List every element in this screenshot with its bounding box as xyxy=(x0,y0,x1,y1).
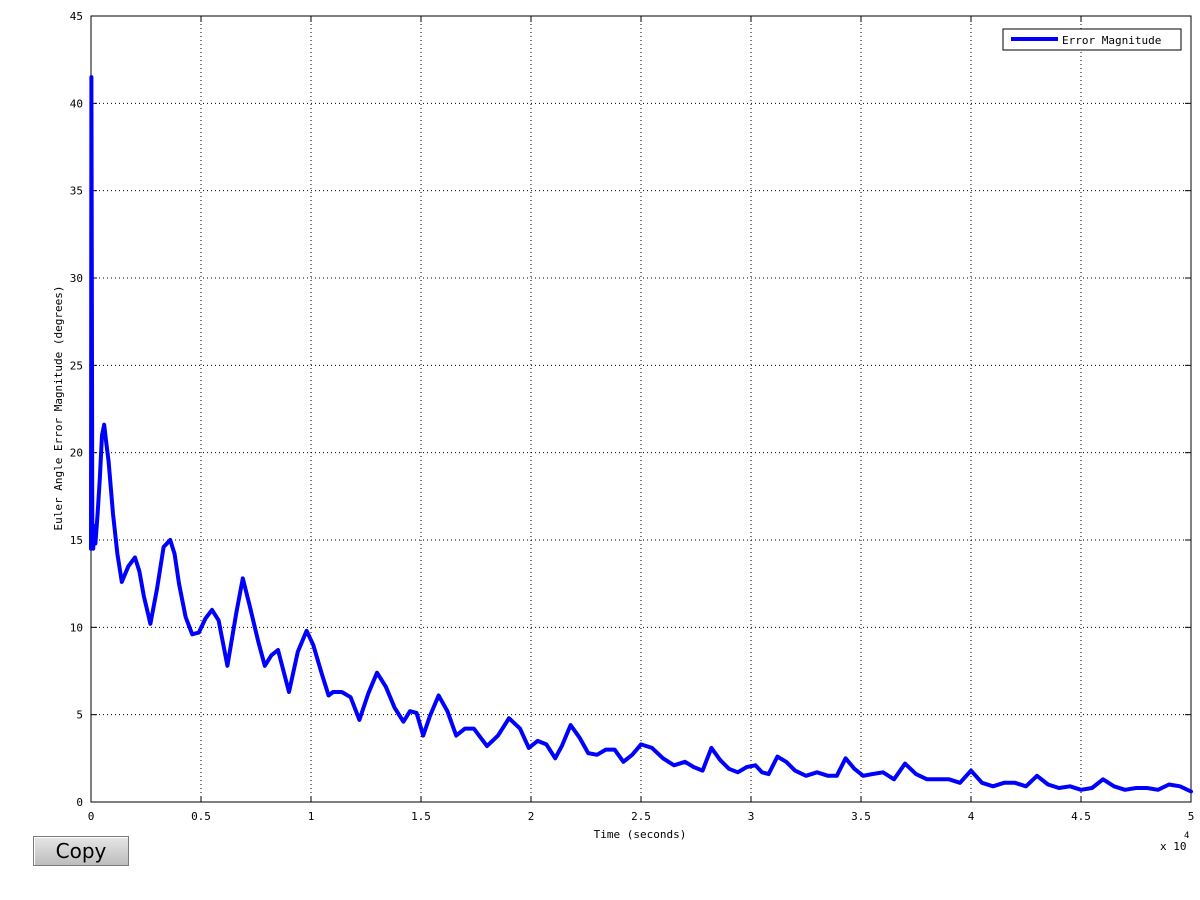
y-tick-label: 10 xyxy=(70,621,83,634)
x-tick-label: 3 xyxy=(748,810,755,823)
x-axis-multiplier-exponent: 4 xyxy=(1184,831,1189,841)
x-tick-label: 0 xyxy=(88,810,95,823)
x-tick-label: 1.5 xyxy=(411,810,431,823)
x-axis-multiplier: x 10 xyxy=(1160,840,1187,853)
y-axis-label: Euler Angle Error Magnitude (degrees) xyxy=(52,285,65,530)
series-layer xyxy=(89,75,1193,794)
y-tick-label: 30 xyxy=(70,272,83,285)
x-tick-label: 5 xyxy=(1188,810,1195,823)
y-tick-label: 15 xyxy=(70,534,83,547)
y-tick-label: 20 xyxy=(70,447,83,460)
series-line-error-magnitude xyxy=(89,75,1193,794)
legend: Error Magnitude xyxy=(1002,28,1182,51)
copy-button[interactable]: Copy xyxy=(33,836,129,866)
axis-ticks: 0 0.5 1 1.5 2 2.5 3 3.5 4 4.5 5 0 5 10 15 20 25 30 35 40 45 xyxy=(70,10,1195,823)
x-tick-label: 4 xyxy=(968,810,975,823)
legend-label-error-magnitude: Error Magnitude xyxy=(1062,34,1161,47)
x-axis-label: Time (seconds) xyxy=(594,828,687,841)
x-tick-label: 2.5 xyxy=(631,810,651,823)
y-tick-label: 40 xyxy=(70,97,83,110)
y-tick-label: 5 xyxy=(76,709,83,722)
x-tick-label: 0.5 xyxy=(191,810,211,823)
y-tick-label: 35 xyxy=(70,185,83,198)
y-tick-label: 25 xyxy=(70,359,83,372)
y-tick-label: 0 xyxy=(76,796,83,809)
x-tick-label: 3.5 xyxy=(851,810,871,823)
x-tick-label: 4.5 xyxy=(1071,810,1091,823)
y-tick-label: 45 xyxy=(70,10,83,23)
legend-box xyxy=(1002,28,1182,51)
x-tick-label: 2 xyxy=(528,810,535,823)
x-tick-label: 1 xyxy=(308,810,315,823)
grid xyxy=(91,16,1191,802)
